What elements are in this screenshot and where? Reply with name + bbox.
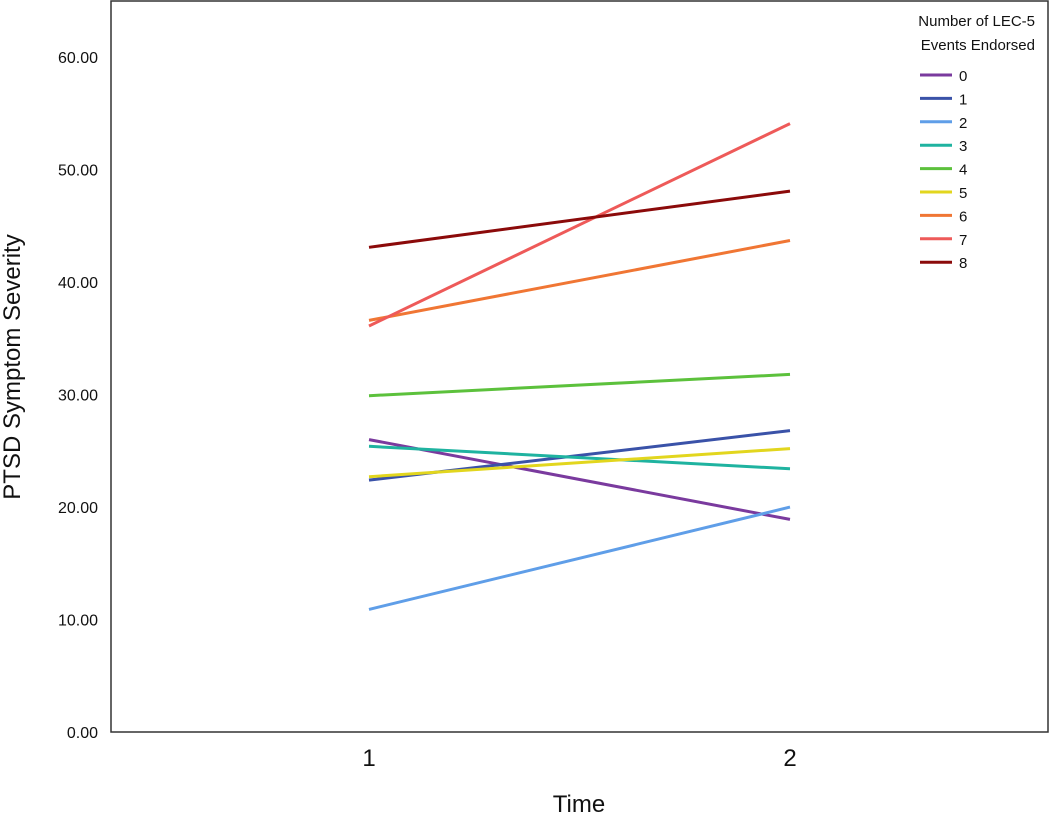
y-tick-label: 20.00: [58, 500, 98, 517]
legend-label-4: 4: [959, 162, 967, 179]
series-line-0: [368, 438, 791, 521]
legend-items: 0 1 2 3 4 5 6 7 8: [920, 68, 967, 272]
legend-label-2: 2: [959, 115, 967, 132]
legend-label-1: 1: [959, 91, 967, 108]
legend-title-line-1: Number of LEC-5: [918, 13, 1035, 30]
series-line-8: [368, 189, 791, 249]
legend-label-7: 7: [959, 232, 967, 249]
x-tick-label: 1: [362, 745, 375, 772]
y-tick-label: 40.00: [58, 275, 98, 292]
legend: Number of LEC-5 Events Endorsed 0 1 2 3 4 5 6 7…: [918, 13, 1035, 272]
legend-label-3: 3: [959, 138, 967, 155]
legend-title-line-2: Events Endorsed: [921, 37, 1035, 54]
series-line-4: [368, 372, 791, 398]
series-line-3: [368, 444, 791, 471]
series-line-6: [368, 239, 791, 322]
y-tick-label: 10.00: [58, 613, 98, 630]
x-axis-label: Time: [553, 791, 605, 818]
y-axis: 0.00 10.00 20.00 30.00 40.00 50.00 60.00: [58, 50, 98, 742]
plot-area: [110, 0, 1049, 733]
y-tick-label: 50.00: [58, 163, 98, 180]
legend-label-8: 8: [959, 255, 967, 272]
series-lines: [368, 122, 791, 611]
series-line-7: [368, 122, 791, 328]
y-tick-label: 0.00: [67, 725, 98, 742]
legend-label-5: 5: [959, 185, 967, 202]
y-tick-label: 60.00: [58, 50, 98, 67]
y-axis-label: PTSD Symptom Severity: [0, 234, 26, 499]
y-tick-label: 30.00: [58, 388, 98, 405]
legend-label-0: 0: [959, 68, 967, 85]
series-line-2: [368, 505, 791, 611]
series-line-5: [368, 447, 791, 479]
x-tick-label: 2: [783, 745, 796, 772]
legend-label-6: 6: [959, 208, 967, 225]
